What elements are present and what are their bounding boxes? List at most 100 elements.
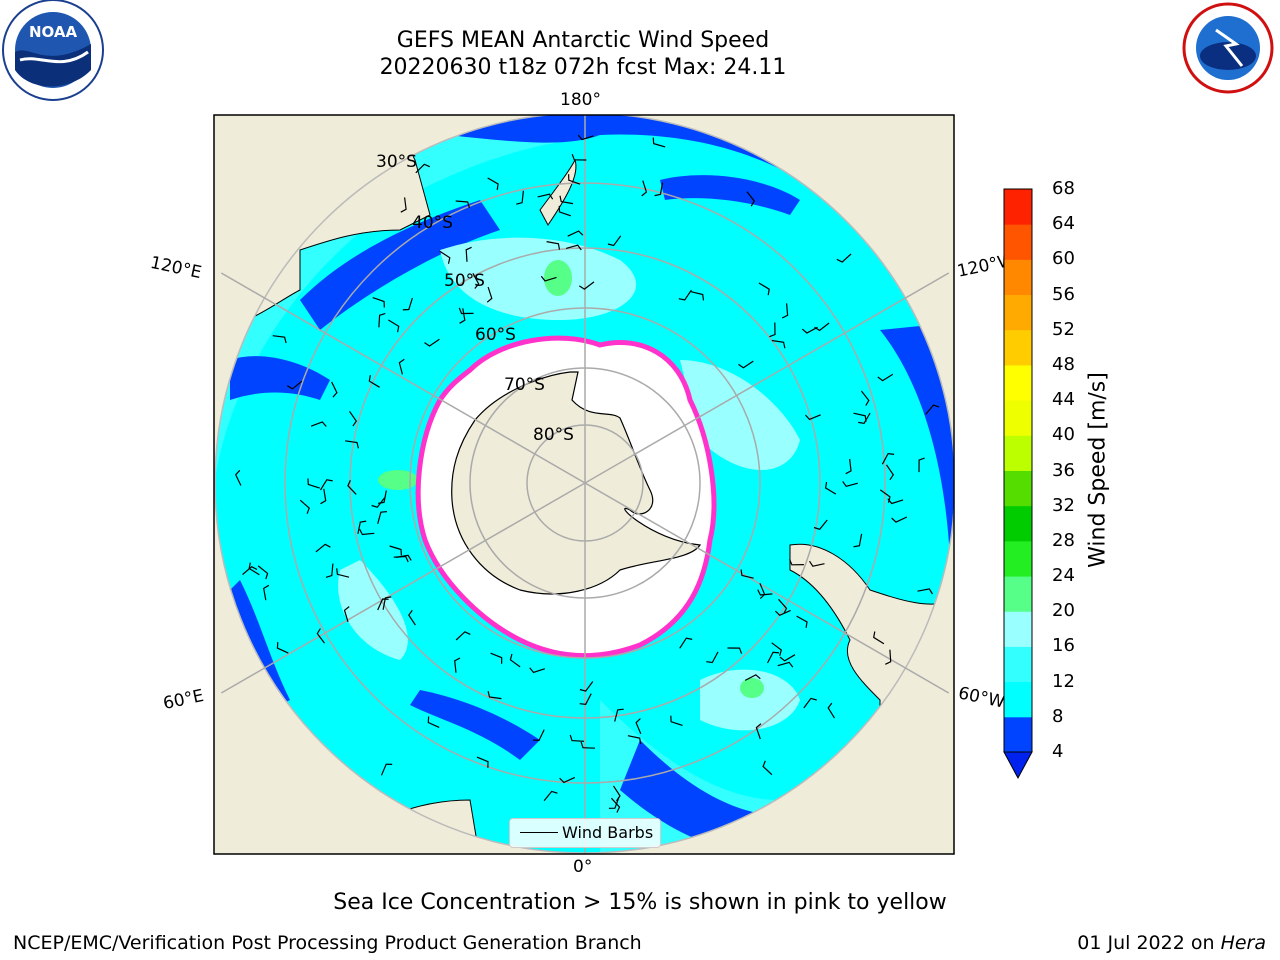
colorbar-segment xyxy=(1004,681,1032,718)
wind-barb xyxy=(842,481,858,487)
wind-barb xyxy=(608,796,620,809)
wind-barb xyxy=(336,568,350,578)
wind-barb xyxy=(234,469,242,486)
wind-barb xyxy=(766,651,780,664)
wind-barb xyxy=(925,404,940,415)
wind-barb xyxy=(537,193,554,200)
colorbar-segment xyxy=(1004,329,1032,366)
wind-barb xyxy=(400,197,407,213)
wind-barb xyxy=(472,273,480,289)
colorbar-tick-label: 32 xyxy=(1052,494,1075,516)
wind-barb xyxy=(774,609,791,617)
lat-label-40s: 40°S xyxy=(412,213,453,233)
wind-barb xyxy=(744,674,761,681)
legend-line xyxy=(520,832,558,833)
sea-ice-note: Sea Ice Concentration > 15% is shown in … xyxy=(333,890,947,915)
wind-barb xyxy=(402,297,413,311)
colorbar-extend-arrow xyxy=(1003,751,1033,780)
wind-barb xyxy=(641,180,648,197)
wind-barb xyxy=(415,163,431,174)
lon-label-180: 180° xyxy=(560,90,601,110)
noaa-logo: NOAA xyxy=(2,0,104,101)
wind-barb xyxy=(486,286,493,303)
wind-barb xyxy=(490,652,503,664)
wind-barb xyxy=(836,253,852,263)
colorbar-segment xyxy=(1004,646,1032,683)
wind-barb xyxy=(769,322,776,338)
wind-barb xyxy=(487,691,502,700)
wind-barb xyxy=(476,756,489,768)
legend-label: Wind Barbs xyxy=(562,823,654,842)
wind-barb xyxy=(398,358,405,375)
colorbar-tick-label: 48 xyxy=(1052,353,1075,375)
wind-barb xyxy=(455,631,471,641)
lat-label-70s: 70°S xyxy=(504,375,545,395)
wind-barb xyxy=(679,637,693,649)
lat-label-60s: 60°S xyxy=(475,325,516,345)
colorbar-tick-label: 64 xyxy=(1052,213,1075,235)
wind-barb xyxy=(610,797,621,813)
colorbar-tick-label: 12 xyxy=(1052,670,1075,692)
wind-barb xyxy=(614,708,624,722)
wind-barb xyxy=(349,410,358,427)
colorbar-tick-label: 44 xyxy=(1052,389,1075,411)
noaa-logo-text: NOAA xyxy=(29,23,78,41)
colorbar-segment xyxy=(1004,716,1032,753)
colorbar-segment xyxy=(1004,400,1032,436)
wind-barb xyxy=(738,360,754,369)
wind-barb xyxy=(396,554,412,561)
wind-barb xyxy=(559,776,576,784)
wind-barb xyxy=(757,589,773,596)
wind-barb xyxy=(635,718,642,735)
colorbar-label: Wind Speed [m/s] xyxy=(1085,372,1111,568)
colorbar-tick-label: 4 xyxy=(1052,741,1064,762)
colorbar-tick-label: 60 xyxy=(1052,248,1075,270)
wind-barb xyxy=(577,134,594,141)
wind-barb xyxy=(529,667,546,674)
wind-barb xyxy=(263,584,270,601)
graticule xyxy=(220,115,950,854)
lat-label-50s: 50°S xyxy=(444,271,485,291)
wind-barb xyxy=(272,335,287,344)
wind-barb xyxy=(377,598,389,611)
wind-barb xyxy=(580,741,596,749)
wind-barb xyxy=(627,735,642,745)
wind-barb xyxy=(740,569,754,579)
wind-barb xyxy=(427,716,440,728)
wind-barb xyxy=(242,565,258,575)
wind-barb xyxy=(891,516,908,523)
wind-barb xyxy=(408,609,416,626)
wind-barb xyxy=(509,653,521,668)
wind-barb xyxy=(377,511,387,524)
colorbar-segment xyxy=(1004,470,1032,507)
wind-barb xyxy=(918,457,925,473)
wind-barb xyxy=(331,381,338,398)
colorbar-tick-label: 68 xyxy=(1052,178,1075,199)
wind-barb xyxy=(320,488,327,505)
colorbar-segment xyxy=(1004,294,1032,331)
wind-barb xyxy=(424,338,440,347)
wind-barb xyxy=(455,200,470,208)
wind-barb xyxy=(540,275,557,282)
colorbar-tick-label: 36 xyxy=(1052,459,1075,481)
wind-barb xyxy=(706,651,719,664)
colorbar-tick-label: 20 xyxy=(1052,600,1075,622)
lon-label-0: 0° xyxy=(573,857,593,877)
colorbar-segment xyxy=(1004,611,1032,647)
wind-barb xyxy=(372,297,385,308)
colorbar-segment xyxy=(1004,189,1032,225)
wind-barb xyxy=(860,390,870,406)
footer-date: 01 Jul 2022 on Hera xyxy=(1077,932,1266,954)
wind-barb xyxy=(670,715,683,726)
lat-label-30s: 30°S xyxy=(376,152,417,172)
wind-barb xyxy=(389,545,402,556)
colorbar-segment xyxy=(1004,259,1032,296)
colorbar-segment xyxy=(1004,505,1032,542)
wind-barb xyxy=(690,291,705,301)
wind-barb xyxy=(578,281,595,290)
wind-barb xyxy=(845,458,852,475)
wind-barb xyxy=(315,543,331,553)
wind-barb xyxy=(777,661,794,668)
wind-barb xyxy=(287,380,303,390)
meridian-line xyxy=(220,272,950,694)
